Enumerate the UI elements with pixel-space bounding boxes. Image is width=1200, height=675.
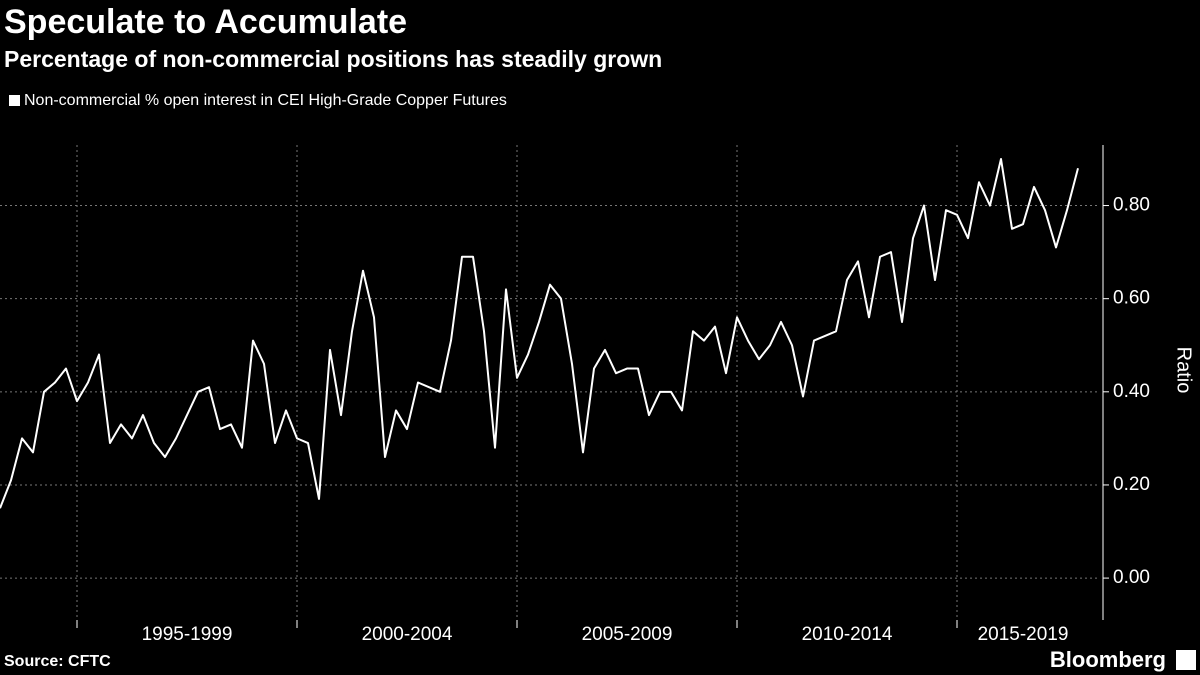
y-tick-label: 0.60 — [1113, 288, 1150, 309]
y-tick-label: 0.00 — [1113, 567, 1150, 588]
x-tick-label: 2000-2004 — [362, 624, 453, 645]
brand: Bloomberg — [1050, 647, 1166, 672]
y-axis-label: Ratio — [1173, 347, 1195, 394]
y-tick-label: 0.40 — [1113, 381, 1150, 402]
source: Source: CFTC — [4, 653, 111, 670]
chart-title: Speculate to Accumulate — [4, 3, 407, 41]
legend-label: Non-commercial % open interest in CEI Hi… — [24, 92, 507, 109]
chart-subtitle: Percentage of non-commercial positions h… — [4, 46, 662, 72]
legend-swatch — [9, 95, 20, 106]
x-tick-label: 1995-1999 — [142, 624, 233, 645]
y-tick-label: 0.80 — [1113, 195, 1150, 216]
x-tick-label: 2010-2014 — [802, 624, 893, 645]
x-tick-label: 2015-2019 — [978, 624, 1069, 645]
data-line — [0, 157, 1079, 509]
brand-icon — [1176, 650, 1196, 670]
x-tick-label: 2005-2009 — [582, 624, 673, 645]
y-tick-label: 0.20 — [1113, 474, 1150, 495]
